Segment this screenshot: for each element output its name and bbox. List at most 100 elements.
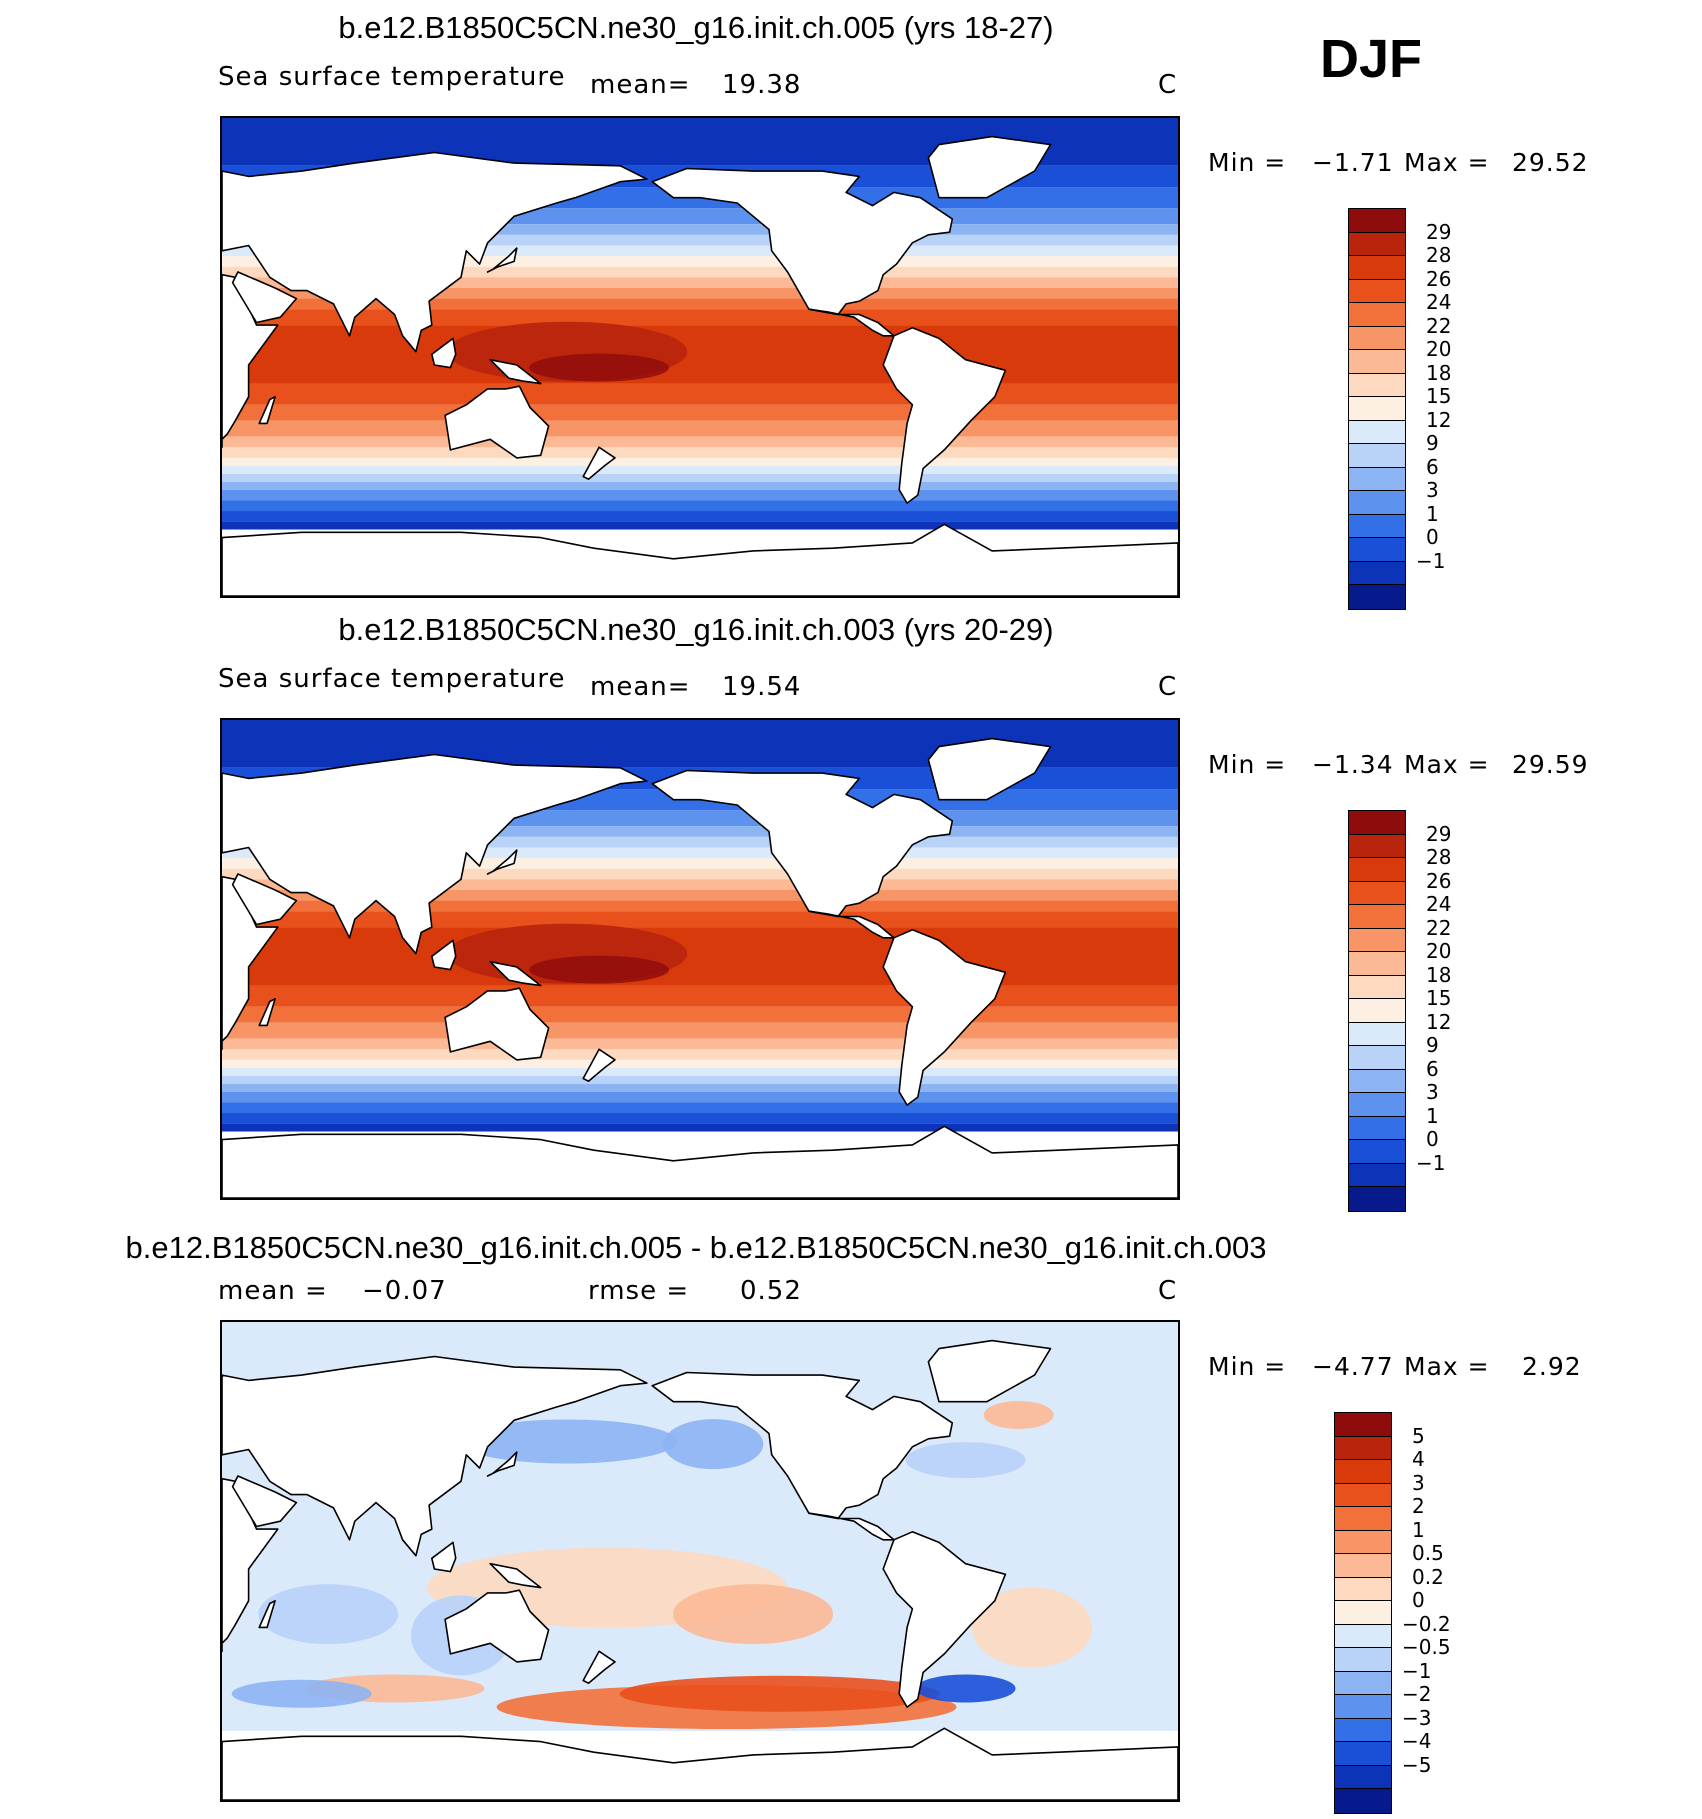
colorbar-tick-label: −2 bbox=[1402, 1682, 1432, 1706]
max-value: 29.59 bbox=[1512, 750, 1589, 779]
colorbar-tick-label: 22 bbox=[1426, 915, 1452, 940]
anomaly-patch bbox=[231, 1679, 372, 1708]
colorbar-swatch bbox=[1335, 1789, 1391, 1813]
mean-label: mean= bbox=[590, 672, 691, 702]
panel-title: b.e12.B1850C5CN.ne30_g16.init.ch.003 (yr… bbox=[338, 612, 1054, 647]
colorbar-tick-label: 28 bbox=[1426, 243, 1452, 267]
colorbar-tick-label: 1 bbox=[1412, 1517, 1425, 1542]
sst-band bbox=[222, 465, 1178, 474]
colorbar-tick-label: −0.5 bbox=[1402, 1635, 1451, 1659]
map-plot bbox=[220, 116, 1180, 598]
sst-band bbox=[222, 1075, 1178, 1084]
rmse-label: rmse = bbox=[588, 1276, 690, 1306]
units-label: C bbox=[1158, 1276, 1178, 1306]
colorbar-tick-label: 29 bbox=[1426, 821, 1452, 846]
coastline bbox=[222, 1355, 648, 1557]
panel-title: b.e12.B1850C5CN.ne30_g16.init.ch.005 (yr… bbox=[338, 10, 1054, 45]
sst-band bbox=[222, 245, 1178, 257]
colorbar-tick-label: 0.2 bbox=[1412, 1564, 1444, 1589]
units-label: C bbox=[1158, 70, 1178, 100]
sst-band bbox=[222, 879, 1178, 890]
colorbar-tick-label: −1 bbox=[1416, 548, 1446, 573]
anomaly-patch bbox=[983, 1400, 1054, 1429]
colorbar-swatch bbox=[1349, 905, 1405, 929]
colorbar-swatch bbox=[1349, 1046, 1405, 1070]
sst-band bbox=[222, 868, 1178, 880]
coastline bbox=[486, 849, 518, 875]
colorbar-swatch bbox=[1349, 1187, 1405, 1211]
colorbar-swatch bbox=[1349, 209, 1405, 233]
sst-band bbox=[222, 234, 1178, 246]
world-map bbox=[222, 720, 1178, 1198]
coastline bbox=[444, 385, 550, 459]
colorbar-swatch bbox=[1335, 1554, 1391, 1578]
colorbar-tick-label: 22 bbox=[1426, 313, 1452, 338]
colorbar-tick-label: 12 bbox=[1426, 1009, 1452, 1034]
map-plot bbox=[220, 718, 1180, 1200]
anomaly-patch bbox=[663, 1419, 764, 1470]
colorbar-swatch bbox=[1349, 538, 1405, 562]
anomaly-patch bbox=[905, 1442, 1026, 1479]
colorbar-swatch bbox=[1349, 561, 1405, 585]
colorbar-tick-label: 26 bbox=[1426, 266, 1452, 291]
colorbar-tick-label: 15 bbox=[1426, 384, 1452, 408]
min-value: −1.34 bbox=[1312, 750, 1394, 779]
sst-band bbox=[222, 900, 1178, 912]
coastline bbox=[882, 1531, 1007, 1708]
sst-band bbox=[222, 436, 1178, 448]
sst-band bbox=[222, 298, 1178, 310]
sst-band bbox=[222, 1006, 1178, 1023]
colorbar-tick-label: 18 bbox=[1426, 360, 1452, 385]
colorbar-swatch bbox=[1349, 1116, 1405, 1140]
coastline bbox=[431, 1541, 457, 1573]
coastline bbox=[222, 753, 648, 955]
colorbar-swatch bbox=[1349, 881, 1405, 905]
coastline bbox=[231, 1475, 298, 1528]
rmse-value: 0.52 bbox=[740, 1276, 802, 1306]
sst-band bbox=[222, 383, 1178, 405]
colorbar-tick-label: 4 bbox=[1412, 1447, 1425, 1471]
coastline bbox=[258, 1600, 276, 1629]
colorbar-swatch bbox=[1335, 1507, 1391, 1531]
coastline bbox=[258, 396, 276, 425]
sst-band bbox=[222, 420, 1178, 437]
colorbar-tick-label: 0 bbox=[1426, 1127, 1439, 1151]
colorbar-tick-label: 20 bbox=[1426, 939, 1452, 963]
colorbar-tick-label: 0 bbox=[1412, 1588, 1425, 1612]
sst-band bbox=[222, 266, 1178, 278]
colorbar-tick-label: 0.5 bbox=[1412, 1541, 1444, 1565]
min-label: Min = bbox=[1208, 750, 1287, 779]
sst-band bbox=[222, 224, 1178, 235]
colorbar-tick-label: 3 bbox=[1412, 1470, 1425, 1495]
colorbar-swatch bbox=[1349, 256, 1405, 280]
colorbar-tick-label: 0 bbox=[1426, 525, 1439, 549]
colorbar-swatch bbox=[1349, 303, 1405, 327]
colorbar-swatch bbox=[1349, 444, 1405, 468]
colorbar-swatch bbox=[1349, 420, 1405, 444]
sst-band bbox=[222, 889, 1178, 901]
colorbar bbox=[1348, 810, 1406, 1212]
coastline bbox=[486, 247, 518, 273]
colorbar-swatch bbox=[1349, 952, 1405, 976]
colorbar-tick-label: −5 bbox=[1402, 1752, 1432, 1777]
sst-band bbox=[222, 521, 1178, 530]
colorbar-tick-label: 1 bbox=[1426, 501, 1439, 526]
coastline bbox=[582, 1650, 616, 1684]
sst-band bbox=[222, 473, 1178, 482]
colorbar-swatch bbox=[1335, 1483, 1391, 1507]
sst-band bbox=[222, 1123, 1178, 1132]
coastline bbox=[431, 337, 457, 369]
colorbar-tick-label: 12 bbox=[1426, 407, 1452, 432]
sst-band bbox=[222, 1059, 1178, 1068]
panel-title: b.e12.B1850C5CN.ne30_g16.init.ch.005 - b… bbox=[125, 1230, 1267, 1265]
sst-band bbox=[222, 911, 1178, 928]
min-label: Min = bbox=[1208, 148, 1287, 177]
colorbar-swatch bbox=[1335, 1695, 1391, 1719]
colorbar-tick-label: 20 bbox=[1426, 337, 1452, 361]
colorbar-tick-label: −4 bbox=[1402, 1729, 1432, 1753]
colorbar-swatch bbox=[1335, 1742, 1391, 1766]
coastline bbox=[431, 939, 457, 971]
sst-band bbox=[222, 1049, 1178, 1060]
colorbar-swatch bbox=[1349, 397, 1405, 421]
colorbar-swatch bbox=[1335, 1671, 1391, 1695]
